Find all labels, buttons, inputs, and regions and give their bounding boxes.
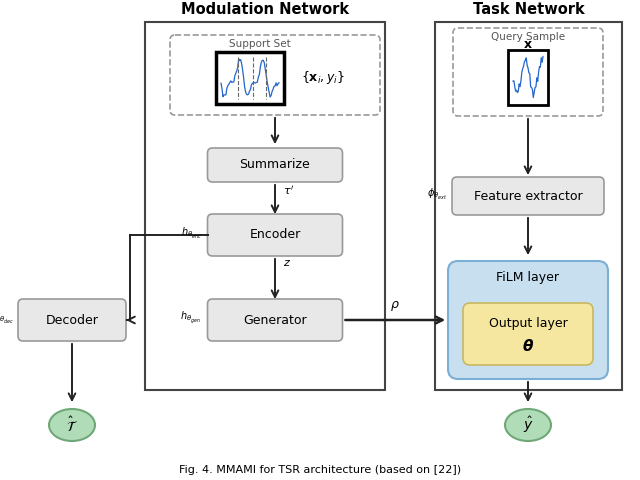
Text: Task Network: Task Network [472,2,584,17]
Text: Fig. 4. MMAMI for TSR architecture (based on [22]): Fig. 4. MMAMI for TSR architecture (base… [179,465,461,475]
Text: FiLM layer: FiLM layer [497,271,559,284]
FancyBboxPatch shape [508,49,548,105]
FancyBboxPatch shape [170,35,380,115]
Text: $h_{\theta_{enc}}$: $h_{\theta_{enc}}$ [180,226,202,240]
Text: Decoder: Decoder [45,313,99,326]
FancyBboxPatch shape [453,28,603,116]
Text: Feature extractor: Feature extractor [474,190,582,203]
Text: Modulation Network: Modulation Network [181,2,349,17]
Text: Support Set: Support Set [229,39,291,49]
FancyBboxPatch shape [216,52,284,104]
Text: $\mathbf{x}$: $\mathbf{x}$ [523,38,533,51]
Text: $z$: $z$ [283,258,291,268]
Text: $\rho$: $\rho$ [390,299,400,313]
Text: $\hat{\mathcal{T}}$: $\hat{\mathcal{T}}$ [66,415,78,434]
Text: $\hat{y}$: $\hat{y}$ [523,415,533,435]
Text: Output layer: Output layer [488,317,568,331]
FancyBboxPatch shape [145,22,385,390]
Text: Query Sample: Query Sample [491,32,565,42]
Text: $\phi_{\theta_{ext}}$: $\phi_{\theta_{ext}}$ [427,186,447,202]
FancyBboxPatch shape [207,214,342,256]
Ellipse shape [505,409,551,441]
Text: $\{\mathbf{x}_i, y_i\}$: $\{\mathbf{x}_i, y_i\}$ [301,69,345,85]
FancyBboxPatch shape [463,303,593,365]
Text: Encoder: Encoder [250,228,301,241]
FancyBboxPatch shape [452,177,604,215]
Text: $\tau'$: $\tau'$ [283,184,294,197]
Text: $h_{\theta_{gen}}$: $h_{\theta_{gen}}$ [180,310,202,326]
Text: Generator: Generator [243,313,307,326]
FancyBboxPatch shape [18,299,126,341]
Text: $\boldsymbol{\theta}$: $\boldsymbol{\theta}$ [522,338,534,354]
FancyBboxPatch shape [448,261,608,379]
FancyBboxPatch shape [207,299,342,341]
Text: Summarize: Summarize [239,158,310,171]
FancyBboxPatch shape [435,22,622,390]
Text: $h_{\theta_{dec}}$: $h_{\theta_{dec}}$ [0,311,14,325]
Ellipse shape [49,409,95,441]
FancyBboxPatch shape [207,148,342,182]
